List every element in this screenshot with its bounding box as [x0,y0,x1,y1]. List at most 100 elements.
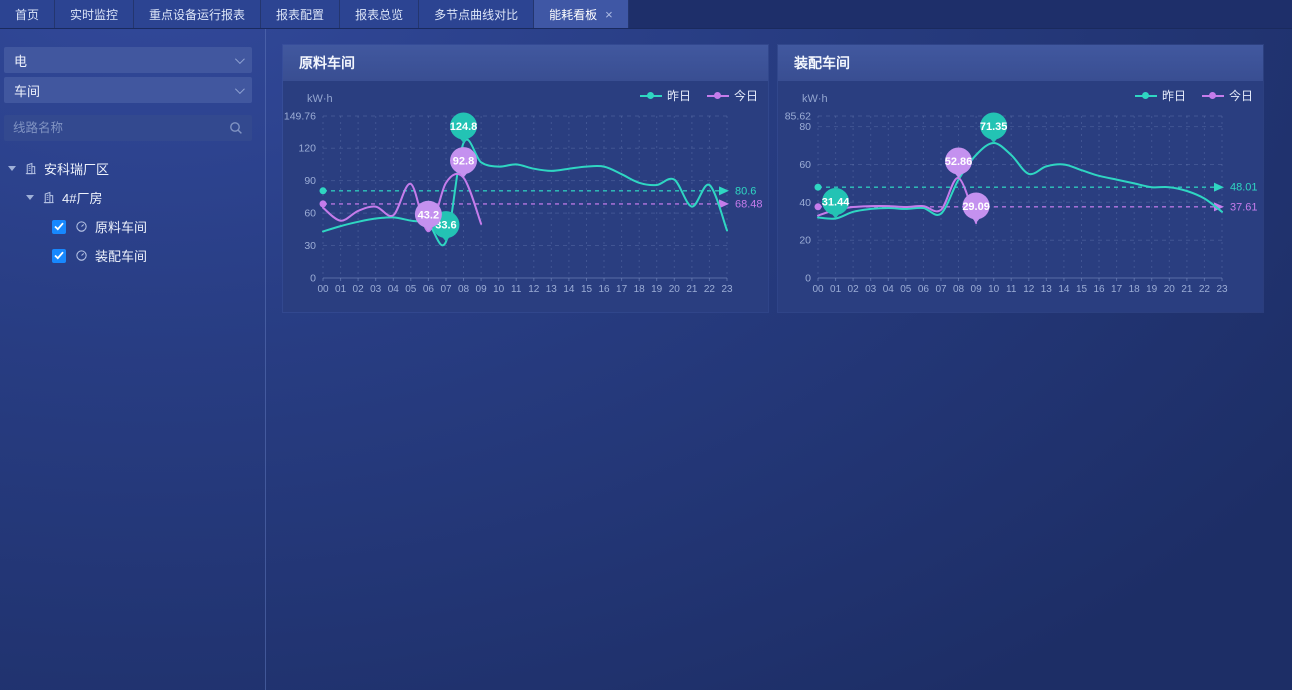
svg-text:124.8: 124.8 [450,121,478,133]
device-tree: 安科瑞厂区 4#厂房原料车间装配车间 [0,154,265,270]
svg-text:19: 19 [651,284,663,295]
svg-text:23: 23 [721,284,733,295]
checkbox[interactable] [52,248,66,263]
svg-text:31.44: 31.44 [822,197,850,209]
svg-text:03: 03 [865,284,877,295]
svg-text:14: 14 [1058,284,1070,295]
svg-text:90: 90 [304,175,316,187]
nav-tab-6[interactable]: 能耗看板 × [534,0,629,28]
svg-text:10: 10 [493,284,505,295]
legend-item-today[interactable]: 今日 [706,87,758,104]
svg-text:30: 30 [304,240,316,252]
svg-text:04: 04 [388,284,400,295]
svg-text:11: 11 [1006,284,1017,295]
caret-down-icon[interactable] [8,166,16,171]
nav-tab-5[interactable]: 多节点曲线对比 [419,0,535,28]
chart-legend: 昨日 今日 [1134,87,1253,104]
svg-text:05: 05 [900,284,912,295]
svg-text:29.09: 29.09 [962,201,990,213]
svg-text:18: 18 [634,284,646,295]
svg-text:52.86: 52.86 [945,156,973,168]
svg-text:40: 40 [799,197,811,209]
nav-tab-3[interactable]: 报表配置 [261,0,341,28]
nav-tab-label: 首页 [15,7,40,22]
caret-down-icon[interactable] [26,195,34,200]
nav-tab-label: 重点设备运行报表 [149,7,246,22]
filter-select-1[interactable]: 车间 [4,77,252,103]
svg-text:92.8: 92.8 [453,156,474,168]
building-icon [42,191,55,204]
tree-node-3[interactable]: 装配车间 [0,241,265,270]
tree-node-1[interactable]: 4#厂房 [0,183,265,212]
search-input[interactable] [13,121,229,135]
svg-text:00: 00 [317,284,329,295]
svg-text:17: 17 [1111,284,1123,295]
legend-item-yesterday[interactable]: 昨日 [639,87,691,104]
svg-text:15: 15 [1076,284,1088,295]
svg-text:71.35: 71.35 [980,121,1008,133]
nav-tab-2[interactable]: 重点设备运行报表 [134,0,262,28]
svg-text:13: 13 [1041,284,1053,295]
panel-title: 装配车间 [794,55,850,71]
line-chart-assembly[interactable]: 00 01 02 03 04 05 06 07 08 09 10 11 12 13 14 15 16 17 18 19… [778,81,1263,312]
search-icon[interactable] [229,121,243,135]
legend-item-yesterday[interactable]: 昨日 [1134,87,1186,104]
svg-text:12: 12 [1023,284,1035,295]
gauge-icon [75,220,88,233]
svg-text:12: 12 [528,284,540,295]
tree-node-0[interactable]: 安科瑞厂区 [0,154,265,183]
svg-text:22: 22 [1199,284,1211,295]
svg-text:14: 14 [563,284,575,295]
legend-marker-icon [639,92,662,99]
tree-node-label: 4#厂房 [62,191,103,206]
svg-text:kW·h: kW·h [802,93,828,105]
search-box [4,115,252,141]
svg-text:00: 00 [812,284,824,295]
svg-text:20: 20 [1164,284,1176,295]
tree-node-label: 装配车间 [95,249,148,264]
svg-text:19: 19 [1146,284,1158,295]
svg-text:22: 22 [704,284,716,295]
nav-tab-1[interactable]: 实时监控 [55,0,135,28]
svg-text:06: 06 [918,284,930,295]
svg-text:15: 15 [581,284,593,295]
chevron-down-icon [234,83,245,94]
top-nav: 首页 实时监控 重点设备运行报表 报表配置 报表总览 多节点曲线对比 能耗看板 × [0,0,1292,29]
building-icon [24,162,37,175]
svg-text:06: 06 [423,284,435,295]
legend-label: 昨日 [666,89,691,103]
filter-select-0[interactable]: 电 [4,47,252,73]
svg-text:kW·h: kW·h [307,93,333,105]
svg-text:05: 05 [405,284,417,295]
close-tab-icon[interactable]: × [605,6,613,22]
svg-text:08: 08 [458,284,470,295]
nav-tab-0[interactable]: 首页 [0,0,56,28]
svg-text:02: 02 [353,284,365,295]
panel-body: 昨日 今日 00 01 02 03 04 05 06 07 08 09 10 11 12 13 14 15 16 1… [778,81,1263,312]
line-chart-raw-material[interactable]: 00 01 02 03 04 05 06 07 08 09 10 11 12 13 14 15 16 17 18 19… [283,81,768,312]
select-value: 车间 [14,83,41,99]
legend-marker-icon [1201,92,1224,99]
filter-selects: 电车间 [0,47,265,103]
nav-tab-4[interactable]: 报表总览 [340,0,420,28]
svg-text:48.01: 48.01 [1230,182,1258,194]
legend-label: 今日 [1228,89,1253,103]
svg-text:80: 80 [799,121,811,133]
svg-text:149.76: 149.76 [284,111,316,123]
svg-text:17: 17 [616,284,628,295]
tree-node-2[interactable]: 原料车间 [0,212,265,241]
svg-text:37.61: 37.61 [1230,201,1258,213]
svg-text:21: 21 [1181,284,1193,295]
svg-text:16: 16 [1093,284,1105,295]
svg-text:23: 23 [1216,284,1228,295]
tree-node-label: 安科瑞厂区 [44,162,110,177]
legend-item-today[interactable]: 今日 [1201,87,1253,104]
legend-label: 昨日 [1161,89,1186,103]
svg-text:04: 04 [883,284,895,295]
legend-marker-icon [1134,92,1157,99]
svg-text:60: 60 [304,208,316,220]
panel-body: 昨日 今日 00 01 02 03 04 05 06 07 08 09 10 11 12 13 14 15 16 1… [283,81,768,312]
checkbox[interactable] [52,219,66,234]
nav-tab-label: 报表总览 [355,7,404,22]
